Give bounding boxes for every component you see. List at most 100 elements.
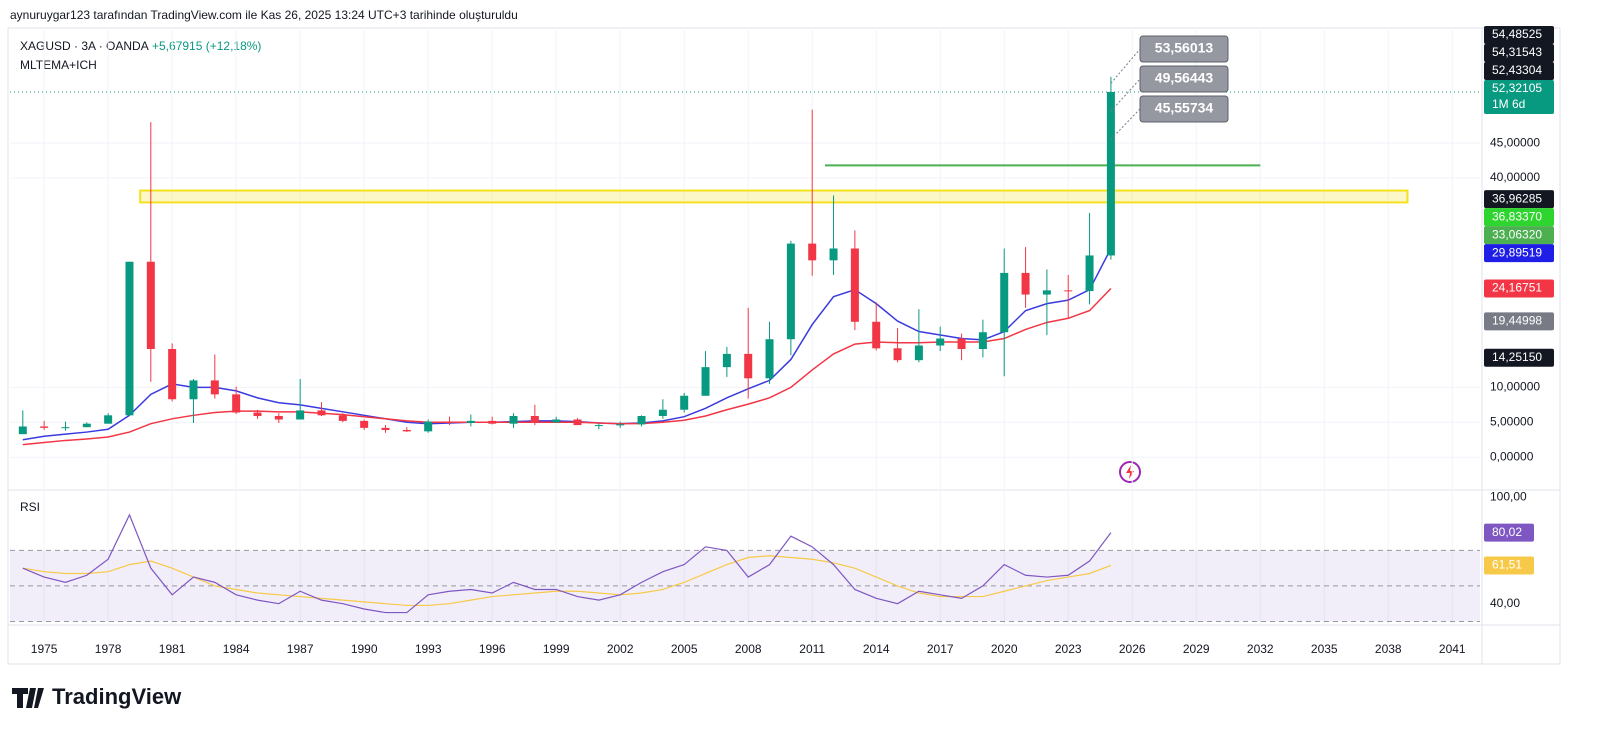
price-tag <box>1484 279 1554 298</box>
x-tick-label: 2005 <box>671 642 698 656</box>
candle-body <box>637 416 646 425</box>
price-tag-label: 54,31543 <box>1492 45 1542 59</box>
x-tick-label: 2032 <box>1247 642 1274 656</box>
candle-body <box>168 348 177 400</box>
annotation-box <box>1139 65 1229 93</box>
x-tick-label: 1984 <box>223 642 250 656</box>
price-tag <box>1484 80 1554 114</box>
annotation-label: 49,56443 <box>1155 70 1214 86</box>
rsi-tick-label: 100,00 <box>1490 489 1527 503</box>
x-tick-label: 2014 <box>863 642 890 656</box>
candle-body <box>253 412 262 417</box>
x-tick-label: 1990 <box>351 642 378 656</box>
price-tag <box>1484 44 1554 62</box>
x-tick-label: 2035 <box>1311 642 1338 656</box>
candle-body <box>616 424 625 426</box>
candle-body <box>360 420 369 428</box>
candle-body <box>893 348 902 361</box>
price-tag <box>1484 226 1554 245</box>
candle-body <box>296 410 305 420</box>
candle-body <box>82 423 91 428</box>
price-tag-label: 36,96285 <box>1492 191 1542 205</box>
price-tag <box>1484 26 1554 44</box>
x-tick-label: 1996 <box>479 642 506 656</box>
candle-body <box>765 339 774 379</box>
candle-body <box>509 416 518 424</box>
candle-body <box>317 410 326 416</box>
price-tag <box>1484 208 1554 227</box>
rsi-tag-label: 61,51 <box>1492 558 1522 572</box>
candle-body <box>274 416 283 420</box>
candle-body <box>210 380 219 395</box>
candle-body <box>381 427 390 430</box>
y-tick-label: 0,00000 <box>1490 449 1534 463</box>
logo-mark <box>12 688 44 708</box>
candle-body <box>1085 255 1094 292</box>
candle-body <box>701 367 710 396</box>
x-tick-label: 1975 <box>31 642 58 656</box>
candle-body <box>1106 91 1115 256</box>
price-tag-label: 52,32105 <box>1492 81 1542 95</box>
price-tag-label: 33,06320 <box>1492 227 1542 241</box>
candle-body <box>744 353 753 379</box>
candle-body <box>104 415 113 424</box>
credit: aynuruygar123 tarafından TradingView.com… <box>10 8 518 22</box>
annotation-label: 53,56013 <box>1155 40 1214 56</box>
x-tick-label: 1978 <box>95 642 122 656</box>
candle-body <box>658 409 667 417</box>
frame <box>7 27 1561 665</box>
candle-body <box>125 261 134 416</box>
y-tick-label: 10,00000 <box>1490 380 1540 394</box>
alert-ring <box>1119 461 1141 483</box>
candle-body <box>146 261 155 349</box>
annotation-pointer <box>1110 108 1141 140</box>
x-tick-label: 1999 <box>543 642 570 656</box>
price-tag-label: 24,16751 <box>1492 281 1542 295</box>
y-tick-label: 45,00000 <box>1490 135 1540 149</box>
x-tick-label: 2023 <box>1055 642 1082 656</box>
rsi-tag <box>1484 523 1534 542</box>
alert-icon <box>1119 461 1141 483</box>
annotation-pointer <box>1110 48 1141 84</box>
candle-body <box>424 421 433 432</box>
candle-body <box>1042 290 1051 295</box>
logo: TradingView <box>12 684 182 709</box>
x-tick-label: 2002 <box>607 642 634 656</box>
candle-body <box>573 419 582 426</box>
annotation-label: 45,55734 <box>1155 100 1214 116</box>
candle-body <box>40 426 49 428</box>
candle-body <box>402 429 411 432</box>
rsi-title: RSI <box>20 500 40 514</box>
candle-body <box>189 380 198 400</box>
price-tag-label: 19,44998 <box>1492 314 1542 328</box>
price-tag-label: 54,48525 <box>1492 27 1542 41</box>
candle-body <box>232 394 241 413</box>
candle-body <box>936 338 945 346</box>
x-tick-label: 2041 <box>1439 642 1466 656</box>
annotation-box <box>1139 95 1229 123</box>
rsi-line <box>22 513 1112 614</box>
candle-body <box>1064 290 1073 292</box>
symbol: XAGUSD · 3A · OANDA <box>20 39 149 53</box>
zone <box>139 189 1409 204</box>
candle-body <box>594 425 603 427</box>
price-tag-label: 14,25150 <box>1492 350 1542 364</box>
logo-text: TradingView <box>52 684 182 709</box>
alert-bolt <box>1126 465 1134 479</box>
candle-body <box>61 427 70 429</box>
candle-body <box>978 332 987 349</box>
y-tick-label: 5,00000 <box>1490 414 1534 428</box>
candle-body <box>786 243 795 340</box>
price-tag <box>1484 348 1554 367</box>
x-tick-label: 2011 <box>799 642 825 656</box>
candle-body <box>850 248 859 322</box>
y-tick-label: 40,00000 <box>1490 170 1540 184</box>
price-tag <box>1484 312 1554 331</box>
candle-body <box>445 421 454 423</box>
rsi-ma-line <box>22 555 1112 607</box>
candle-body <box>680 395 689 410</box>
indicator: MLTEMA+ICH <box>20 58 97 72</box>
candle-body <box>722 353 731 368</box>
candle-body <box>338 415 347 421</box>
